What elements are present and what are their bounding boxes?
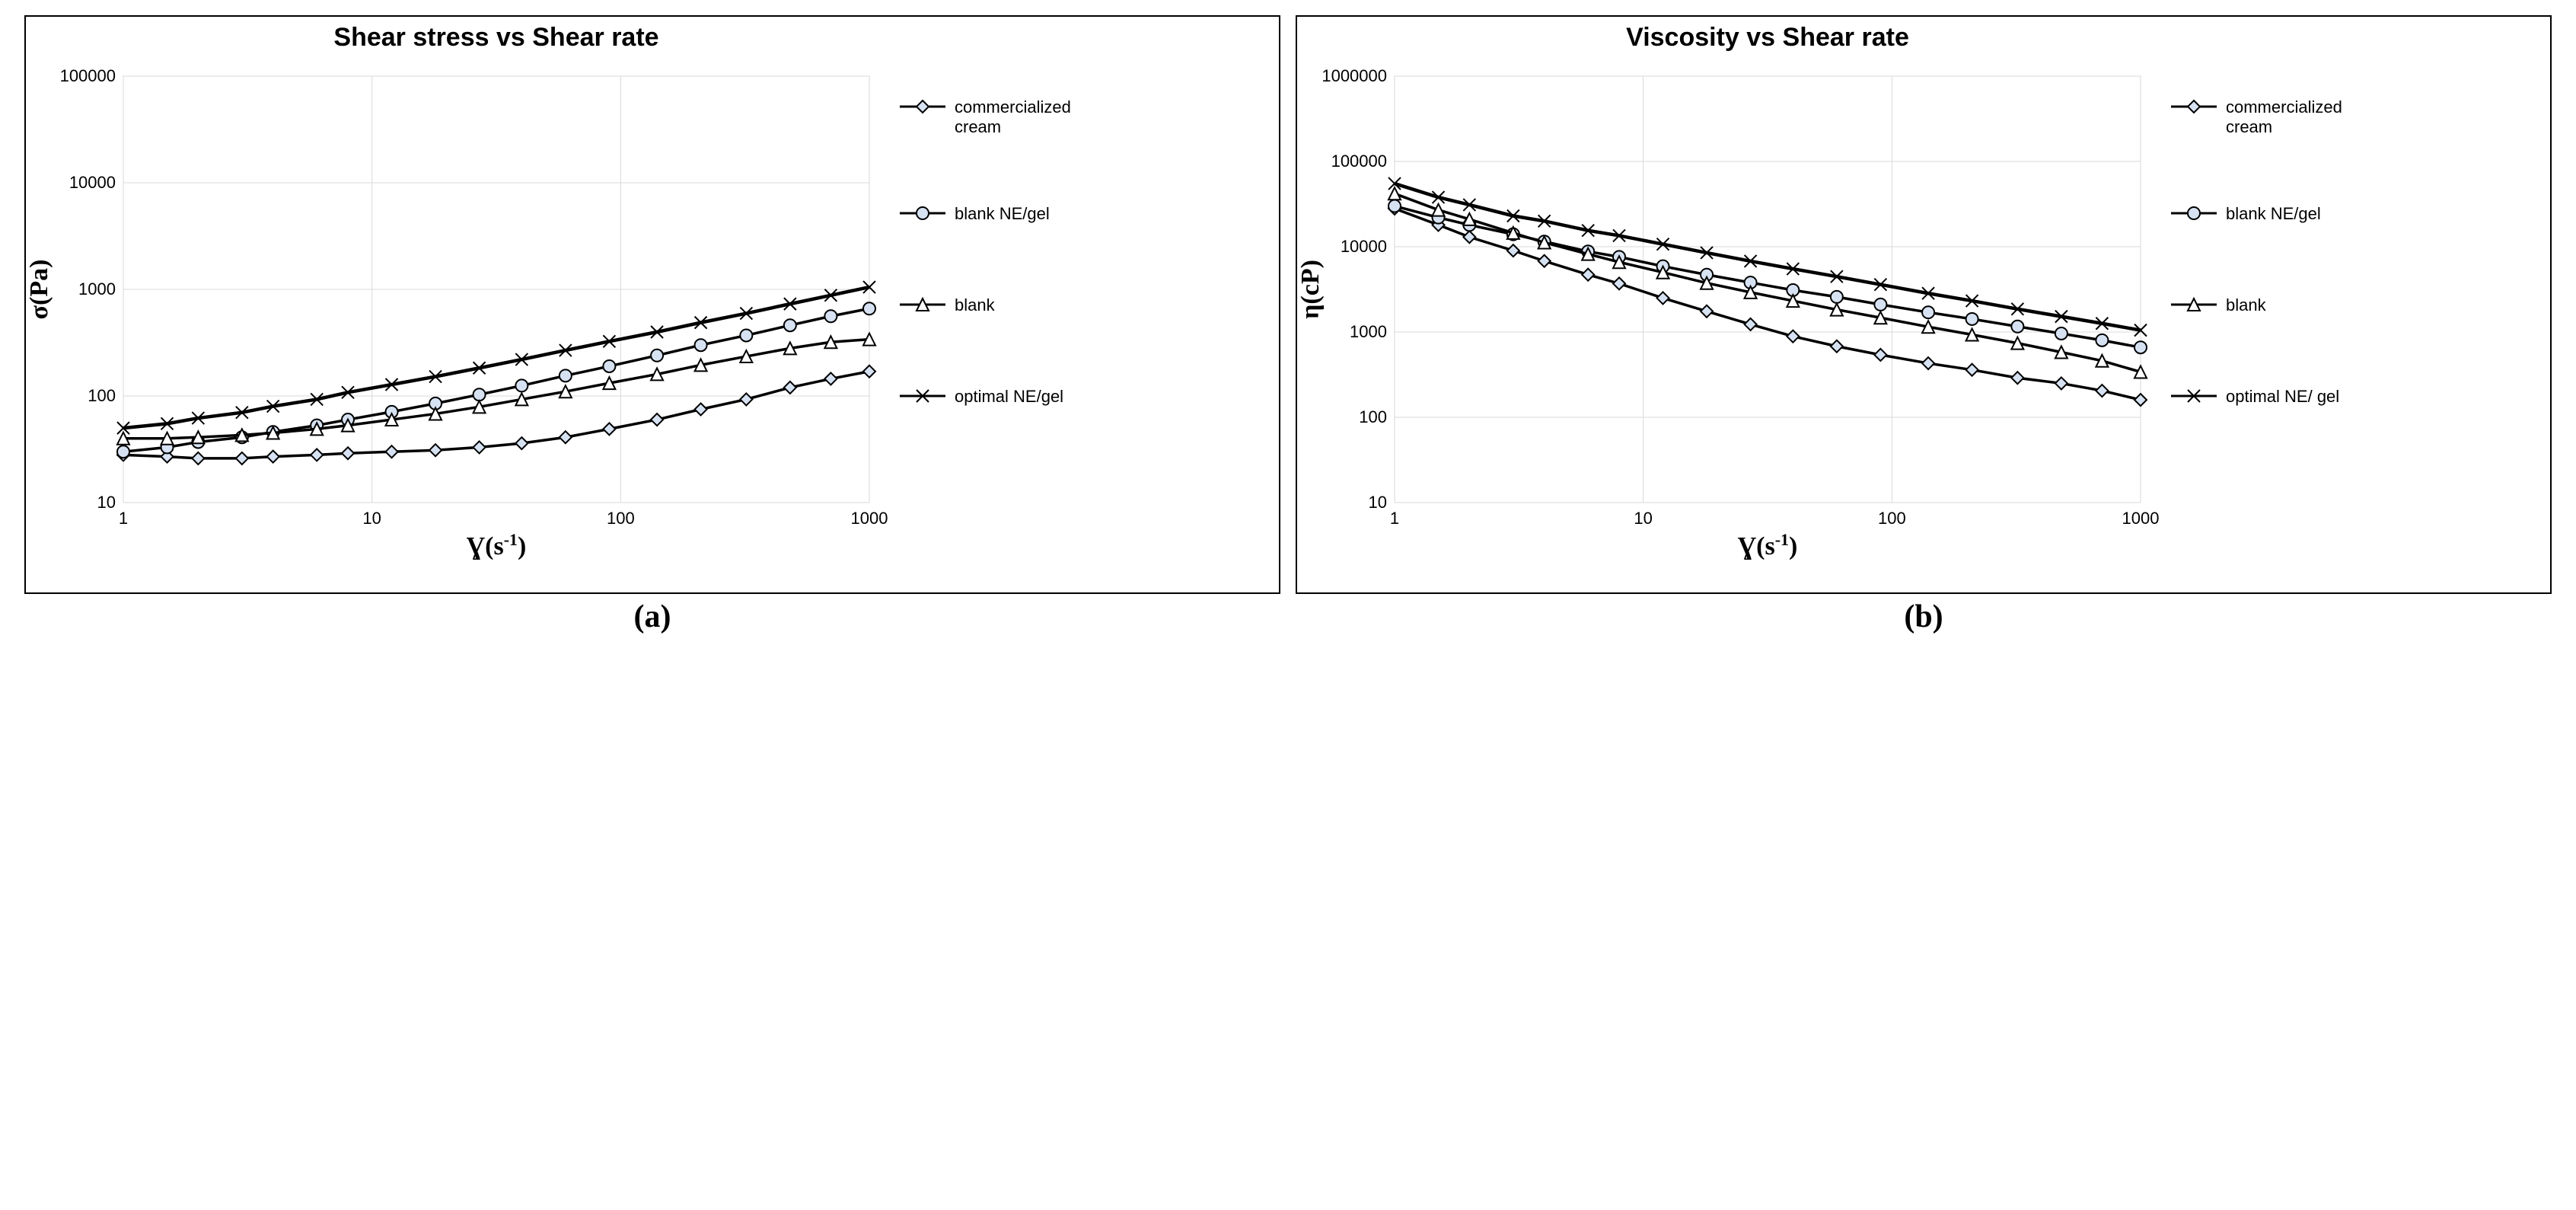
legend-label: optimal NE/ gel — [2226, 387, 2339, 406]
chart-title: Shear stress vs Shear rate — [333, 23, 658, 52]
legend-label: cream — [955, 117, 1001, 136]
y-tick-label: 1000 — [1350, 322, 1387, 341]
y-tick-label: 10 — [97, 493, 116, 512]
x-tick-label: 1 — [1390, 509, 1399, 528]
x-tick-label: 10 — [1634, 509, 1652, 528]
panel-a: Shear stress vs Shear rate 10 100 1000 10000… — [24, 15, 1280, 635]
y-tick-label: 10 — [1369, 493, 1387, 512]
y-tick-label: 100000 — [1331, 152, 1387, 171]
y-tick-label: 100000 — [60, 66, 116, 85]
legend-label: blank NE/gel — [2226, 204, 2321, 223]
x-tick-label: 100 — [607, 509, 635, 528]
panel-a-label: (a) — [634, 599, 671, 635]
x-tick-label: 1000 — [851, 509, 888, 528]
legend-label: blank — [955, 295, 996, 314]
panel-b-label: (b) — [1904, 599, 1943, 635]
legend-label: blank NE/gel — [955, 204, 1050, 223]
x-axis-label: Ɣ(s-1) — [467, 530, 527, 561]
x-tick-label: 10 — [362, 509, 381, 528]
chart-title: Viscosity vs Shear rate — [1626, 23, 1909, 52]
legend-label: optimal NE/gel — [955, 387, 1063, 406]
panel-a-svg-slot: Shear stress vs Shear rate 10 100 1000 10000… — [24, 15, 1280, 594]
legend-label: commercialized — [2226, 97, 2342, 117]
y-tick-label: 100 — [88, 386, 116, 405]
y-axis-label: η(cP) — [1296, 260, 1325, 319]
y-tick-label: 100 — [1359, 407, 1387, 426]
x-tick-label: 100 — [1878, 509, 1906, 528]
x-tick-label: 1000 — [2122, 509, 2160, 528]
panel-b: Viscosity vs Shear rate 10 100 1000 10000 100… — [1296, 15, 2552, 635]
x-axis-label: Ɣ(s-1) — [1738, 530, 1798, 561]
x-tick-label: 1 — [119, 509, 128, 528]
y-axis-label: σ(Pa) — [25, 260, 53, 320]
figure-row: Shear stress vs Shear rate 10 100 1000 10000… — [0, 0, 2576, 650]
y-tick-label: 1000 — [78, 279, 116, 299]
legend-label: blank — [2226, 295, 2267, 314]
legend-label: commercialized — [955, 97, 1071, 117]
y-tick-label: 10000 — [1341, 237, 1387, 256]
panel-b-svg-slot: Viscosity vs Shear rate 10 100 1000 10000 100… — [1296, 15, 2552, 594]
y-tick-label: 1000000 — [1321, 66, 1387, 85]
legend-label: cream — [2226, 117, 2272, 136]
y-tick-label: 10000 — [69, 173, 116, 192]
